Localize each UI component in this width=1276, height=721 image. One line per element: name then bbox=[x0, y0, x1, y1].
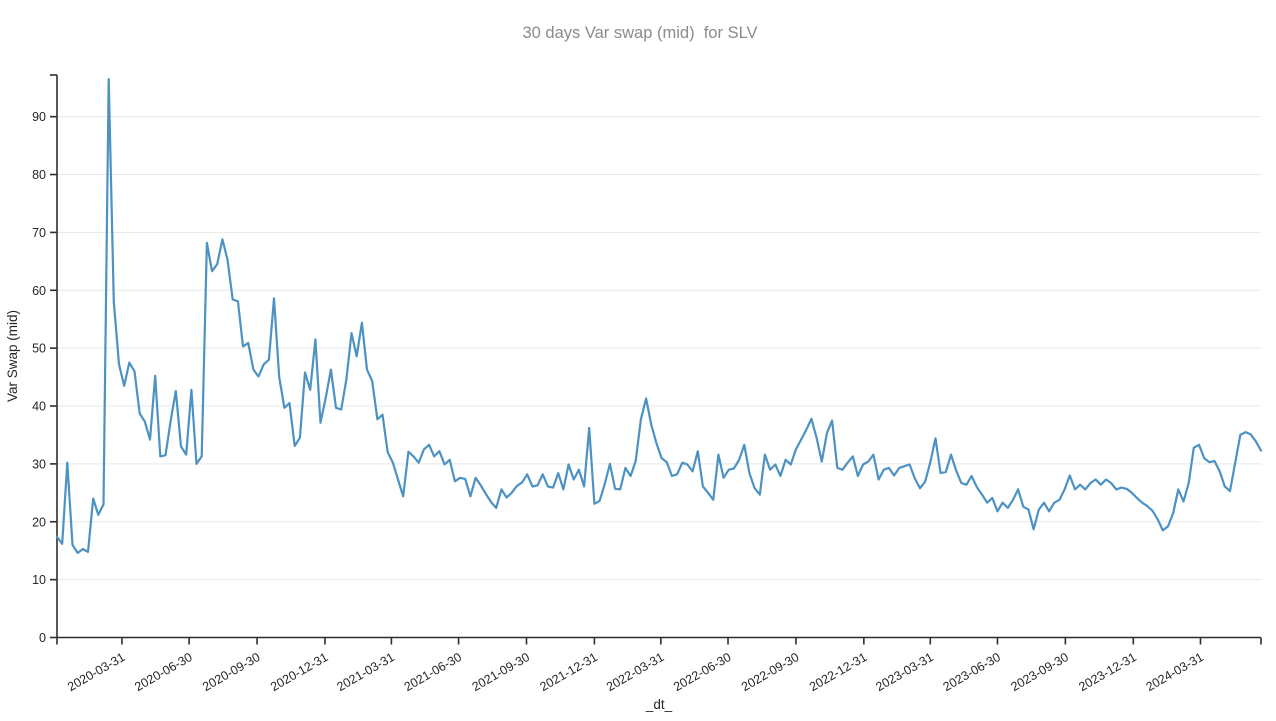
x-tick-label: 2022-06-30 bbox=[671, 650, 733, 694]
x-tick-label: 2022-12-31 bbox=[807, 650, 869, 694]
y-tick-label: 20 bbox=[32, 515, 46, 529]
axes bbox=[56, 75, 1261, 639]
x-tick-label: 2024-03-31 bbox=[1144, 650, 1206, 694]
x-tick-label: 2020-12-31 bbox=[268, 650, 330, 694]
y-tick-label: 60 bbox=[32, 284, 46, 298]
y-tick-label: 30 bbox=[32, 457, 46, 471]
y-tick-label: 80 bbox=[32, 168, 46, 182]
x-tick-label: 2020-03-31 bbox=[65, 650, 127, 694]
x-tick-label: 2022-03-31 bbox=[604, 650, 666, 694]
x-tick-label: 2022-09-30 bbox=[739, 650, 801, 694]
x-tick-label: 2021-06-30 bbox=[402, 650, 464, 694]
x-tick-label: 2023-09-30 bbox=[1008, 650, 1070, 694]
x-tick-label: 2023-03-31 bbox=[873, 650, 935, 694]
x-tick-label: 2021-03-31 bbox=[335, 650, 397, 694]
y-tick-label: 0 bbox=[39, 631, 46, 645]
chart-title: 30 days Var swap (mid) for SLV bbox=[522, 24, 757, 42]
x-tick-label: 2023-06-30 bbox=[941, 650, 1003, 694]
gridlines bbox=[57, 116, 1261, 581]
x-axis-ticks: 2020-03-31 2020-06-30 2020-09-30 2020-12-31… bbox=[56, 637, 1262, 694]
y-tick-label: 40 bbox=[32, 400, 46, 414]
y-tick-label: 50 bbox=[32, 342, 46, 356]
y-tick-label: 70 bbox=[32, 226, 46, 240]
x-tick-label: 2020-09-30 bbox=[200, 650, 262, 694]
y-axis-ticks: 0 10 20 30 40 50 60 70 80 90 bbox=[32, 74, 57, 645]
x-tick-label: 2023-12-31 bbox=[1076, 650, 1138, 694]
y-axis-label: Var Swap (mid) bbox=[5, 310, 20, 402]
x-tick-label: 2021-12-31 bbox=[538, 650, 600, 694]
x-tick-label: 2021-09-30 bbox=[470, 650, 532, 694]
var-swap-series-line bbox=[55, 78, 1263, 555]
y-tick-label: 90 bbox=[32, 110, 46, 124]
x-axis-label: _dt_ bbox=[645, 697, 673, 712]
x-tick-label: 2020-06-30 bbox=[132, 650, 194, 694]
y-tick-label: 10 bbox=[32, 573, 46, 587]
